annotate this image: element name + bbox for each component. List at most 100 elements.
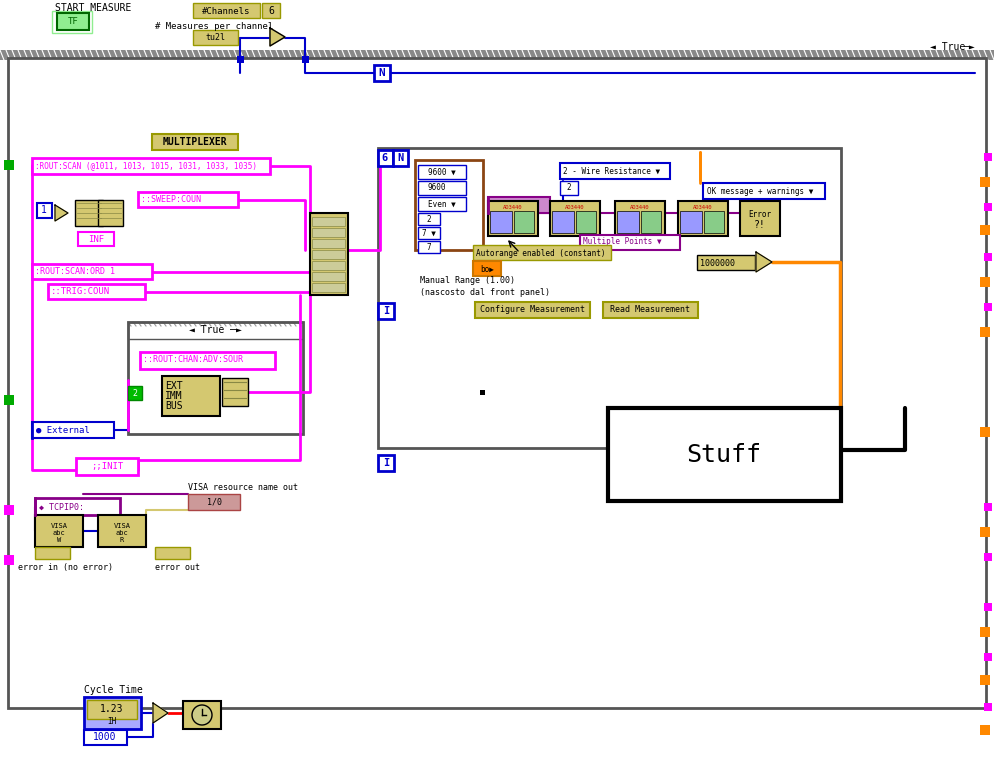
Bar <box>580 235 680 250</box>
Bar <box>98 200 123 226</box>
Text: ◄ True: ◄ True <box>930 42 965 52</box>
Bar <box>984 553 992 561</box>
Text: BUS: BUS <box>165 401 183 411</box>
Text: VISA resource name out: VISA resource name out <box>188 483 298 492</box>
Polygon shape <box>756 252 772 272</box>
Bar <box>78 232 114 246</box>
Bar <box>608 408 841 501</box>
Bar <box>48 284 145 299</box>
Bar <box>76 458 138 475</box>
Bar <box>310 213 348 295</box>
Bar <box>475 302 590 318</box>
Text: ◄ True ─►: ◄ True ─► <box>189 325 242 335</box>
Bar <box>302 56 309 63</box>
Bar <box>32 158 270 174</box>
Bar <box>35 498 120 515</box>
Text: Read Measurement: Read Measurement <box>610 306 690 315</box>
Bar <box>480 390 485 395</box>
Text: OK message + warnings ▼: OK message + warnings ▼ <box>707 187 813 196</box>
Text: VISA
abc
R: VISA abc R <box>113 523 130 543</box>
Bar <box>697 255 755 270</box>
Bar <box>552 211 574 233</box>
Bar <box>8 58 986 708</box>
Text: EXT: EXT <box>165 381 183 391</box>
Bar <box>0 50 994 60</box>
Text: :ROUT:SCAN (@1011, 1013, 1015, 1031, 1033, 1035): :ROUT:SCAN (@1011, 1013, 1015, 1031, 103… <box>35 161 257 170</box>
Bar <box>37 203 52 218</box>
Bar <box>52 11 92 33</box>
Bar <box>980 177 990 187</box>
Text: 2 - Wire Resistance ▼: 2 - Wire Resistance ▼ <box>563 167 660 176</box>
Bar <box>32 264 152 279</box>
Text: 2: 2 <box>426 214 431 223</box>
Bar <box>312 228 345 237</box>
Text: ?!: ?! <box>754 220 765 230</box>
Bar <box>162 376 220 416</box>
Text: (nascosto dal front panel): (nascosto dal front panel) <box>420 288 550 297</box>
Text: 1000: 1000 <box>93 732 116 742</box>
Bar <box>312 250 345 259</box>
Bar <box>237 56 244 63</box>
Text: 9600 ▼: 9600 ▼ <box>428 167 456 177</box>
Text: bo▶: bo▶ <box>480 264 494 273</box>
Text: Stuff: Stuff <box>687 443 761 467</box>
Bar <box>84 730 127 745</box>
Bar <box>615 201 665 236</box>
Bar <box>152 134 238 150</box>
Bar <box>57 13 89 30</box>
Polygon shape <box>153 703 168 723</box>
Text: START MEASURE: START MEASURE <box>55 3 131 13</box>
Text: 7 ▼: 7 ▼ <box>422 229 436 237</box>
Text: ;;INIT: ;;INIT <box>90 462 123 471</box>
Text: AD3440: AD3440 <box>566 205 584 210</box>
Bar <box>393 150 408 166</box>
Bar <box>980 277 990 287</box>
Bar <box>488 197 550 213</box>
Bar <box>312 283 345 292</box>
Text: Manual Range (1.00): Manual Range (1.00) <box>420 276 515 285</box>
Text: ● External: ● External <box>36 425 89 435</box>
Bar <box>312 272 345 281</box>
Bar <box>128 322 303 434</box>
Text: IMM: IMM <box>165 391 183 401</box>
Bar <box>188 494 240 510</box>
Text: AD3440: AD3440 <box>693 205 713 210</box>
Text: N: N <box>397 153 404 163</box>
Text: 1.23: 1.23 <box>100 704 123 714</box>
Text: 7: 7 <box>426 243 431 251</box>
Bar <box>378 303 394 319</box>
Text: tu2l: tu2l <box>205 32 225 41</box>
Bar <box>75 200 103 226</box>
Text: 1: 1 <box>41 205 47 215</box>
Bar <box>984 153 992 161</box>
Bar <box>560 181 578 195</box>
Text: AD3440: AD3440 <box>503 205 523 210</box>
Bar <box>980 427 990 437</box>
Bar <box>984 703 992 711</box>
Bar <box>984 653 992 661</box>
Text: Configure Measurement: Configure Measurement <box>479 306 584 315</box>
Bar <box>984 603 992 611</box>
Bar <box>560 163 670 179</box>
Bar <box>418 241 440 253</box>
Bar <box>193 30 238 45</box>
Bar <box>980 327 990 337</box>
Bar <box>488 201 538 236</box>
Text: 2: 2 <box>132 389 137 398</box>
Text: Even ▼: Even ▼ <box>428 200 456 208</box>
Circle shape <box>192 705 212 725</box>
Text: ◆ TCPIP0:: ◆ TCPIP0: <box>39 502 84 511</box>
Bar <box>155 547 190 559</box>
Polygon shape <box>55 205 68 221</box>
Text: 6: 6 <box>268 6 274 16</box>
Bar <box>378 150 393 166</box>
Bar <box>4 555 14 565</box>
Bar <box>312 217 345 226</box>
Bar <box>473 261 501 276</box>
Bar <box>980 627 990 637</box>
Bar <box>418 227 440 239</box>
Bar <box>374 65 390 81</box>
Bar <box>678 201 728 236</box>
Bar <box>418 165 466 179</box>
Text: Autorange enabled (constant): Autorange enabled (constant) <box>476 249 605 257</box>
